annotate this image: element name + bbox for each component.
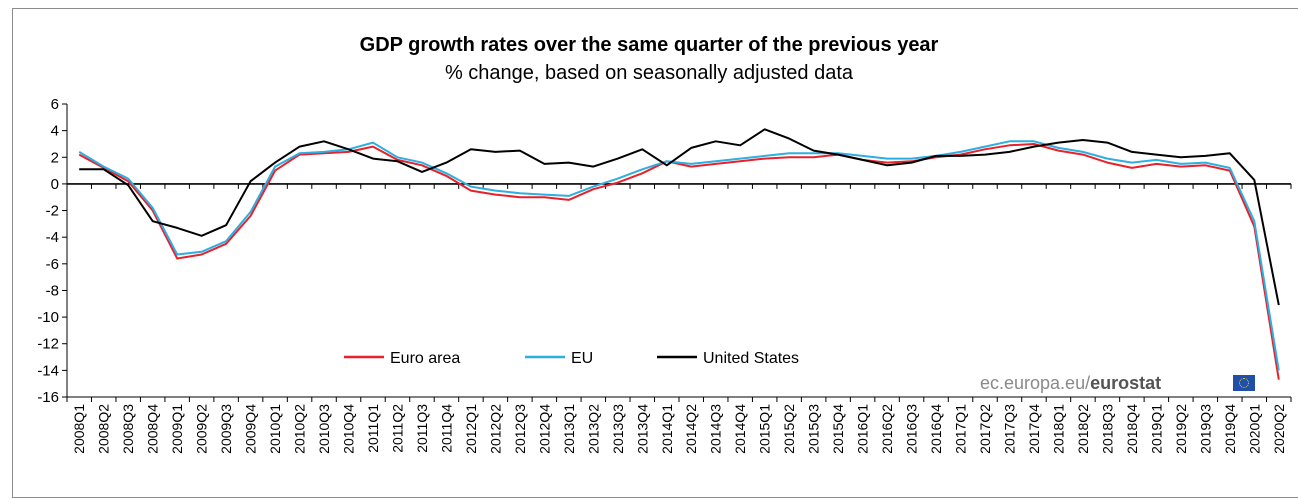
x-tick-label: 2010Q4: [341, 404, 357, 454]
x-tick-label: 2009Q4: [243, 404, 259, 454]
x-tick-label: 2014Q4: [732, 404, 748, 454]
chart-title: GDP growth rates over the same quarter o…: [359, 34, 939, 56]
x-tick-label: 2018Q3: [1099, 404, 1115, 454]
x-tick-label: 2018Q4: [1124, 404, 1140, 454]
x-tick-label: 2020Q1: [1246, 404, 1262, 454]
x-tick-label: 2020Q2: [1271, 404, 1287, 454]
x-tick-label: 2013Q3: [610, 404, 626, 454]
series-line-united-states: [79, 128, 1280, 306]
y-tick-label: 0: [51, 176, 59, 193]
source-prefix: ec.europa.eu/: [980, 373, 1091, 393]
x-tick-label: 2017Q2: [977, 404, 993, 454]
x-tick-label: 2015Q1: [757, 404, 773, 454]
x-tick-label: 2009Q2: [194, 404, 210, 454]
x-tick-label: 2015Q3: [806, 404, 822, 454]
x-tick-label: 2013Q1: [561, 404, 577, 454]
x-tick-label: 2019Q3: [1197, 404, 1213, 454]
x-tick-label: 2015Q2: [781, 404, 797, 454]
y-tick-label: 2: [51, 149, 59, 166]
x-tick-label: 2014Q1: [659, 404, 675, 454]
x-tick-label: 2016Q2: [879, 404, 895, 454]
x-tick-label: 2012Q4: [536, 404, 552, 454]
x-tick-label: 2012Q2: [487, 404, 503, 454]
x-tick-label: 2017Q3: [1001, 404, 1017, 454]
x-tick-label: 2019Q1: [1148, 404, 1164, 454]
x-tick-label: 2017Q1: [953, 404, 969, 454]
source-brand: eurostat: [1090, 373, 1162, 393]
x-tick-label: 2012Q3: [512, 404, 528, 454]
chart-subtitle: % change, based on seasonally adjusted d…: [444, 62, 854, 84]
x-tick-label: 2017Q4: [1026, 404, 1042, 454]
legend-label-eu: EU: [571, 350, 593, 367]
y-tick-label: -6: [46, 256, 59, 273]
y-tick-label: 4: [51, 123, 59, 140]
x-tick-label: 2019Q2: [1173, 404, 1189, 454]
x-tick-label: 2009Q1: [169, 404, 185, 454]
x-tick-label: 2008Q1: [71, 404, 87, 454]
x-tick-label: 2009Q3: [218, 404, 234, 454]
y-tick-label: -10: [37, 309, 59, 326]
x-tick-label: 2008Q4: [145, 404, 161, 454]
legend-label-euro-area: Euro area: [390, 350, 460, 367]
x-tick-label: 2011Q4: [438, 404, 454, 453]
x-tick-label: 2016Q3: [904, 404, 920, 454]
x-tick-label: 2010Q3: [316, 404, 332, 454]
y-tick-label: 6: [51, 96, 59, 113]
x-tick-label: 2019Q4: [1222, 404, 1238, 454]
legend-label-united-states: United States: [703, 350, 799, 367]
x-tick-label: 2016Q4: [928, 404, 944, 454]
series-line-eu: [78, 140, 1280, 371]
x-tick-label: 2013Q2: [585, 404, 601, 454]
y-tick-label: -4: [46, 229, 59, 246]
y-tick-label: -8: [46, 282, 59, 299]
eu-flag-icon: [1233, 375, 1255, 391]
y-tick-label: -16: [37, 389, 59, 406]
x-tick-label: 2014Q2: [683, 404, 699, 454]
x-tick-label: 2008Q2: [96, 404, 112, 454]
x-tick-label: 2011Q3: [414, 404, 430, 453]
x-tick-label: 2016Q1: [855, 404, 871, 454]
line-chart: 6 4 2 0 -2 -4 -6 -8 -10 -12 -14 -16 2008Q1 2008Q2 2008…: [37, 96, 1292, 454]
x-tick-label: 2008Q3: [120, 404, 136, 454]
x-tick-label: 2018Q1: [1050, 404, 1066, 454]
y-tick-label: -2: [46, 203, 59, 220]
series-line-euro-area: [78, 143, 1280, 380]
x-tick-label: 2013Q4: [634, 404, 650, 454]
x-tick-label: 2015Q4: [830, 404, 846, 454]
x-tick-label: 2012Q1: [463, 404, 479, 454]
x-tick-label: 2010Q2: [292, 404, 308, 454]
x-tick-label: 2011Q2: [389, 404, 405, 453]
x-tick-label: 2018Q2: [1075, 404, 1091, 454]
y-tick-label: -14: [37, 362, 59, 379]
source-credit: ec.europa.eu/eurostat: [980, 373, 1161, 394]
y-tick-label: -12: [37, 336, 59, 353]
x-tick-label: 2011Q1: [365, 404, 381, 453]
x-tick-label: 2010Q1: [267, 404, 283, 454]
x-tick-label: 2014Q3: [708, 404, 724, 454]
